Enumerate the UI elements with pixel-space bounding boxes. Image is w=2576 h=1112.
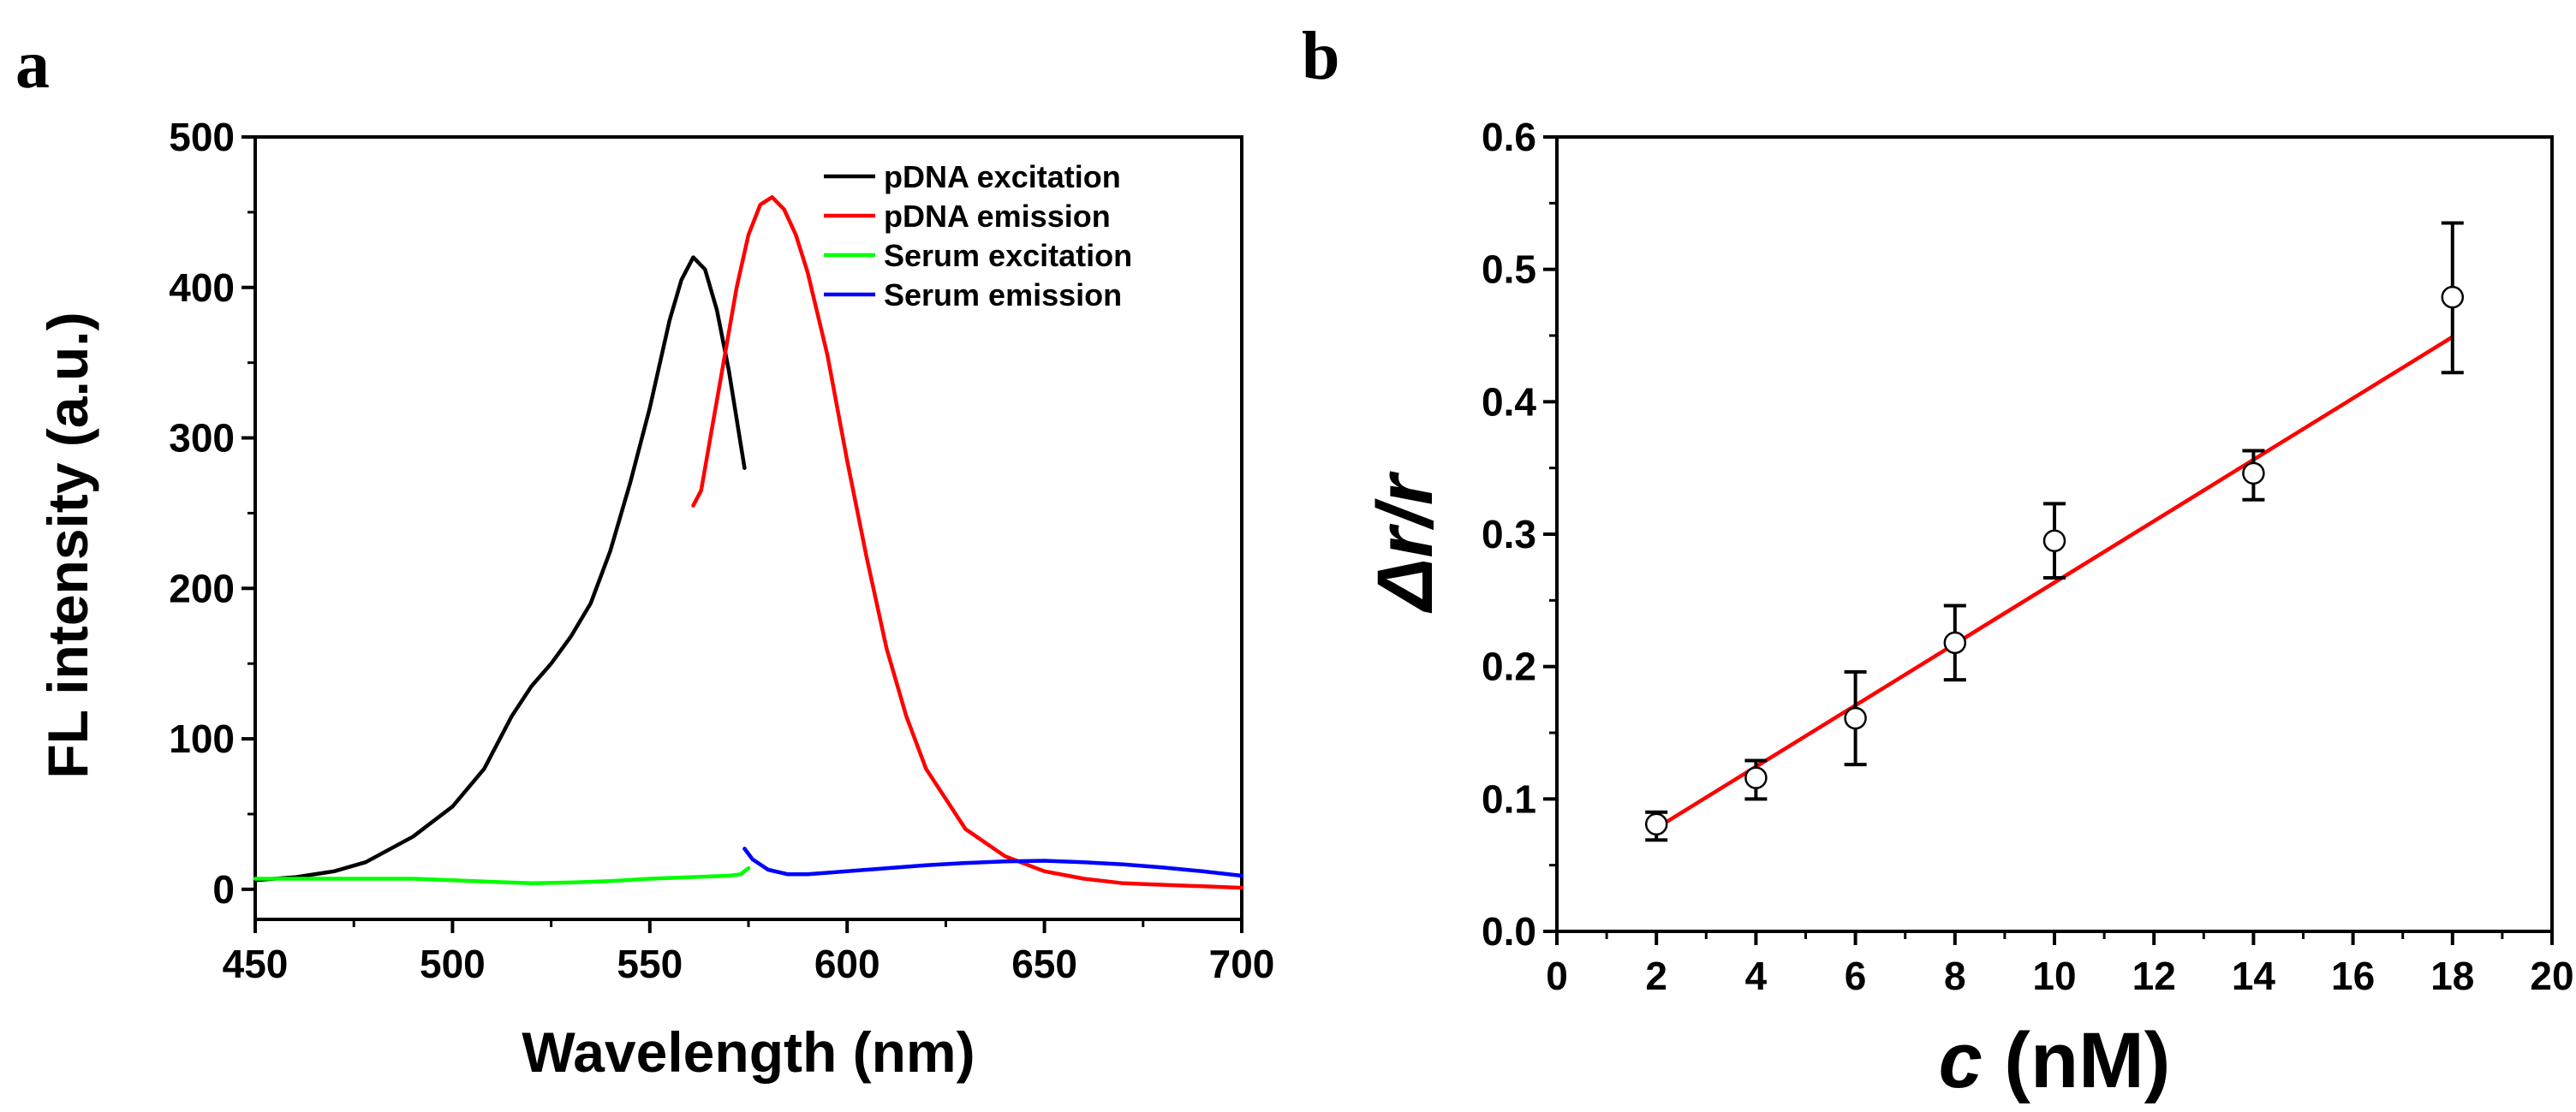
chart-panel-a: 450 500 550 600 650 700 0 100 200 300 400 500 pDNA e…: [36, 115, 1274, 1084]
panel-a-y-tick-label: 300: [169, 416, 235, 461]
panel-a-legend-label: Serum emission: [884, 277, 1122, 312]
panel-a-legend-label: Serum excitation: [884, 238, 1132, 273]
panel-b-x-tick-label: 2: [1645, 954, 1667, 998]
panel-b-x-tick-label: 0: [1546, 954, 1568, 998]
panel-b-x-axis-title: c (nM): [1939, 1017, 2171, 1104]
panel-b-data-point: [1844, 706, 1867, 730]
panel-b-x-tick-label: 10: [2032, 954, 2076, 998]
panel-a-x-axis-title: Wavelength (nm): [522, 1020, 975, 1084]
panel-b-data-point: [1943, 631, 1967, 655]
panel-b-y-tick-label: 0.1: [1482, 776, 1536, 821]
panel-b-x-tick-label: 8: [1944, 954, 1966, 998]
panel-b-x-tick-label: 12: [2132, 954, 2176, 998]
panel-a-x-tick-label: 700: [1209, 942, 1275, 986]
panel-a-series-line-3: [253, 865, 751, 886]
panel-b-y-tick-label: 0.2: [1482, 645, 1536, 689]
panel-a-y-tick-label: 500: [169, 115, 235, 159]
panel-a-letter: a: [15, 27, 50, 103]
panel-a-series-line-1: [253, 255, 747, 883]
panel-b-x-tick-label: 20: [2530, 954, 2573, 998]
panel-b-x-tick-label: 18: [2430, 954, 2474, 998]
panel-a-x-tick-label: 650: [1011, 942, 1077, 986]
panel-a-plot-frame: [253, 135, 1243, 921]
panel-b-x-tick-label: 14: [2232, 954, 2276, 998]
panel-a-series-line-2: [691, 195, 1244, 890]
panel-a-legend-label: pDNA emission: [884, 199, 1111, 234]
panel-a-series-line-4: [742, 847, 1244, 878]
panel-b-fit-line: [1655, 335, 2454, 830]
panel-b-x-axis-title-variable: c: [1939, 1017, 1983, 1104]
panel-b-x-tick-label: 16: [2331, 954, 2375, 998]
panel-a-y-tick-label: 100: [169, 717, 235, 761]
panel-a-y-tick-label: 400: [169, 265, 235, 310]
panel-a-x-tick-label: 500: [420, 942, 486, 986]
panel-b-x-axis-title-unit: (nM): [1983, 1017, 2171, 1104]
panel-b-x-tick-label: 4: [1745, 954, 1768, 998]
panel-b-data-point: [2042, 529, 2066, 552]
panel-b-y-tick-label: 0.6: [1482, 115, 1536, 159]
panel-a-legend-label: pDNA excitation: [884, 159, 1121, 194]
panel-a-y-tick-label: 0: [212, 867, 235, 912]
panel-a-x-tick-label: 550: [617, 942, 683, 986]
panel-b-y-tick-label: 0.5: [1482, 247, 1536, 292]
panel-b-data-point: [1644, 812, 1668, 835]
panel-b-data-point: [2242, 461, 2265, 485]
panel-a-y-tick-label: 200: [169, 566, 235, 610]
panel-b-y-tick-label: 0.3: [1482, 512, 1536, 556]
panel-b-y-axis-title: Δr/r: [1362, 471, 1449, 613]
chart-panel-b: 0 2 4 6 8 10 12 14 16 18 20 0.0 0.1 0.2 0.3 0.4 0.5 0.6 c …: [1362, 115, 2574, 1104]
panel-b-data-point: [1744, 766, 1768, 789]
panel-b-y-tick-label: 0.4: [1482, 379, 1536, 424]
panel-b-letter: b: [1302, 19, 1340, 94]
panel-a-x-tick-label: 600: [814, 942, 880, 986]
panel-b-x-tick-label: 6: [1845, 954, 1867, 998]
panel-b-y-tick-label: 0.0: [1482, 909, 1536, 954]
panel-a-x-tick-label: 450: [223, 942, 289, 986]
panel-b-data-point: [2441, 285, 2465, 309]
panel-a-y-axis-title: FL intensity (a.u.): [36, 312, 99, 778]
